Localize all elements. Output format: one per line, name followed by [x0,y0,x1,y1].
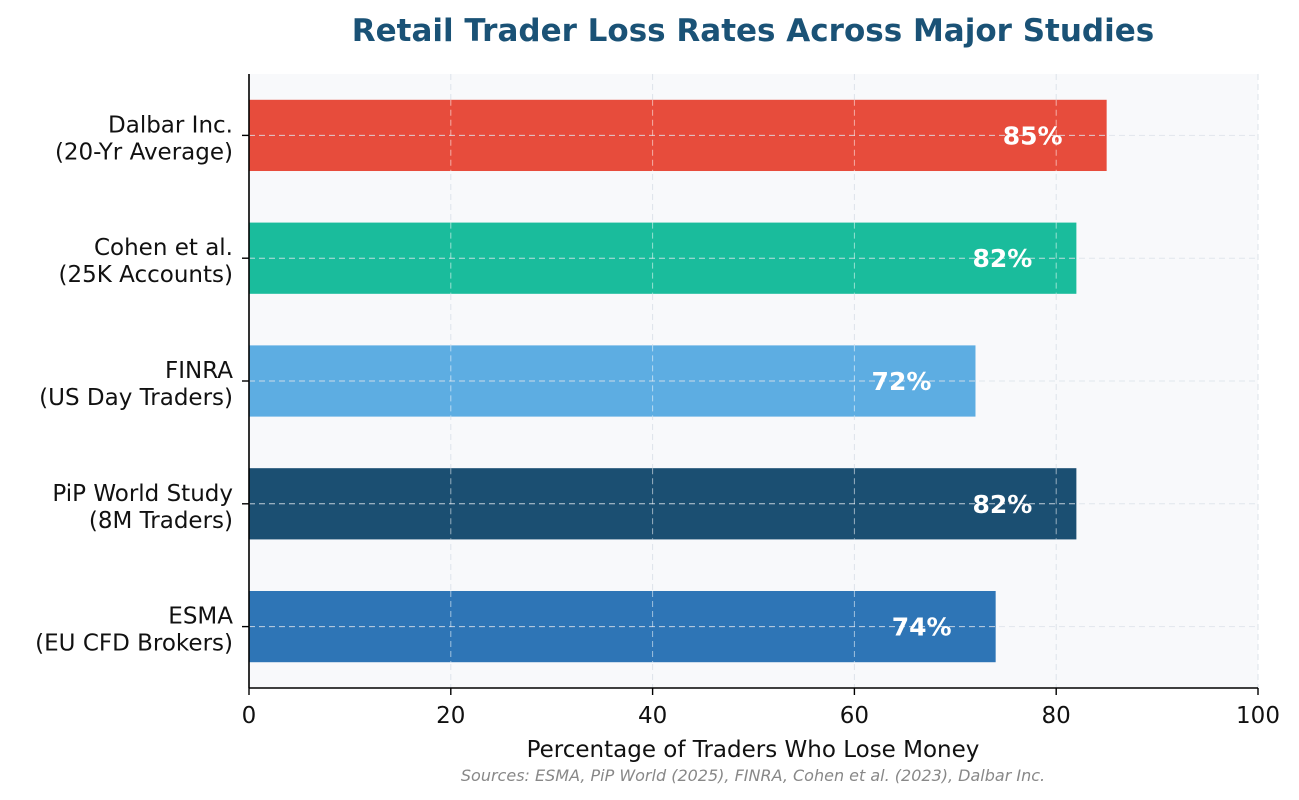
x-tick-label: 0 [242,703,257,729]
x-tick-label: 20 [436,703,465,729]
category-label-line1: ESMA [168,604,233,630]
category-label-line1: Cohen et al. [94,235,233,261]
category-labels: Dalbar Inc.(20-Yr Average) Cohen et al.(2… [35,112,233,656]
bar-value-label: 82% [972,490,1032,519]
x-axis-label: Percentage of Traders Who Lose Money [527,737,980,763]
x-tick-label: 60 [840,703,869,729]
bar-value-label: 85% [1003,121,1063,150]
bar-value-label: 82% [972,244,1032,273]
bar [249,99,1107,172]
category-label-line1: Dalbar Inc. [108,112,233,138]
category-label-line1: FINRA [165,358,233,384]
bar-value-label: 72% [872,367,932,396]
bars: 85% 82% 72% 82% 74% [242,99,1258,663]
category-label-line2: (25K Accounts) [59,262,233,288]
category-label-line2: (EU CFD Brokers) [35,631,233,657]
chart-title: Retail Trader Loss Rates Across Major St… [352,13,1154,49]
category-label-line2: (8M Traders) [89,508,233,534]
x-tick-label: 40 [638,703,667,729]
x-tick-label: 100 [1236,703,1280,729]
source-note: Sources: ESMA, PiP World (2025), FINRA, … [461,766,1045,785]
x-axis-ticks: 0 20 40 60 80 100 [242,688,1280,729]
bar-value-label: 74% [892,613,952,642]
category-label-line2: (US Day Traders) [39,385,233,411]
category-label-line2: (20-Yr Average) [55,139,233,165]
x-tick-label: 80 [1042,703,1071,729]
category-label-line1: PiP World Study [52,481,233,507]
